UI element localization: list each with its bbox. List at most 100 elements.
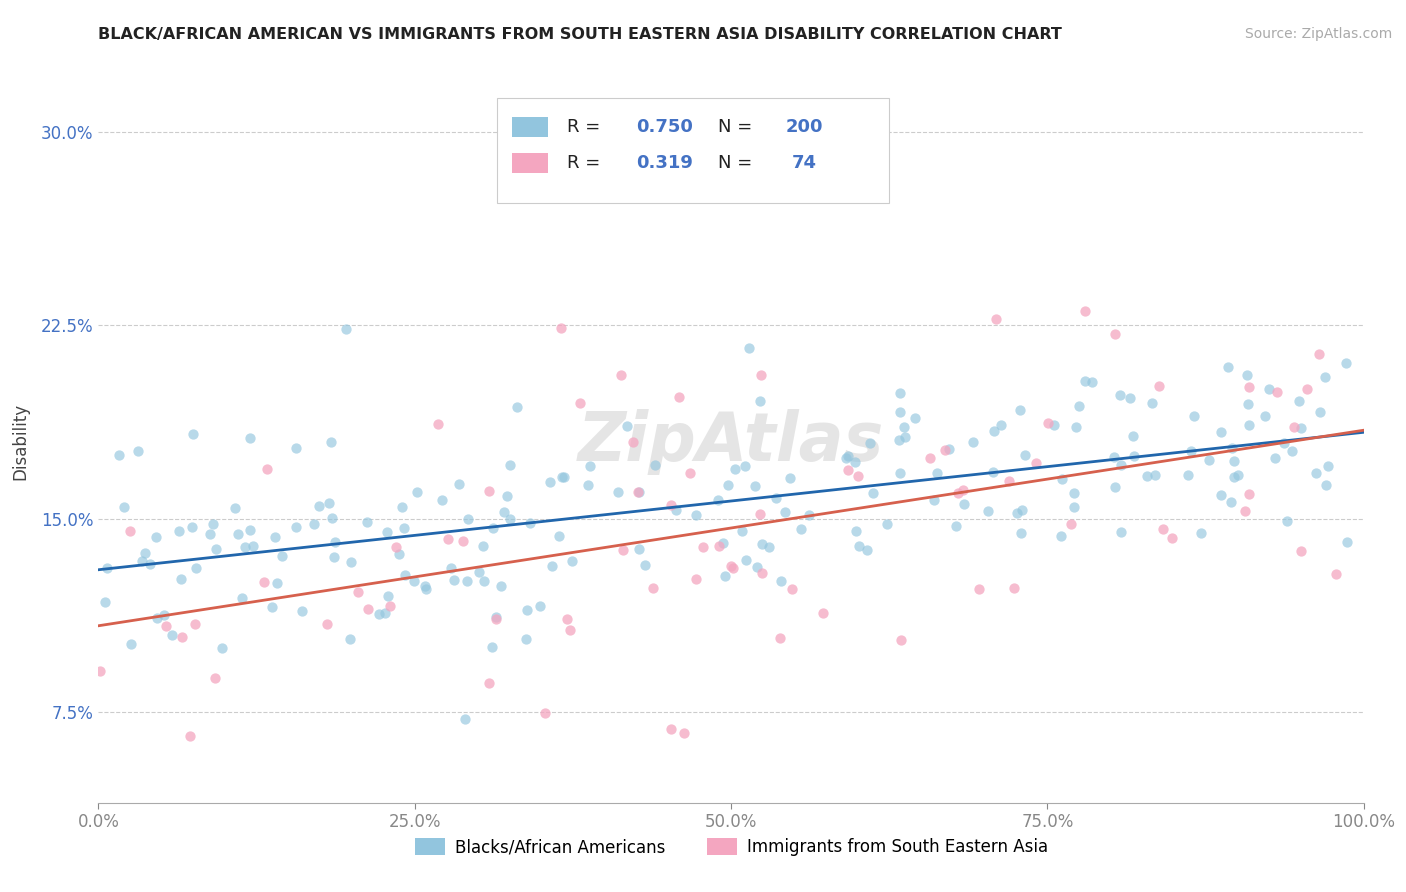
Point xyxy=(612,543,634,558)
Point xyxy=(1272,436,1295,450)
Point xyxy=(323,534,346,549)
Point xyxy=(1254,409,1277,423)
Point xyxy=(889,386,911,401)
Point xyxy=(1198,452,1220,467)
Point xyxy=(711,535,734,549)
Text: R =: R = xyxy=(567,119,606,136)
Point xyxy=(378,599,401,613)
Point xyxy=(920,451,942,466)
Point xyxy=(659,722,682,736)
Point xyxy=(1264,451,1286,466)
Point xyxy=(394,568,416,582)
Point xyxy=(377,589,399,603)
Point xyxy=(339,632,361,646)
Point xyxy=(1119,391,1142,405)
Point xyxy=(167,524,190,538)
Point xyxy=(692,540,714,554)
Point xyxy=(769,574,792,588)
Point xyxy=(457,511,479,525)
Point xyxy=(579,459,602,474)
Point xyxy=(233,540,256,554)
Point xyxy=(1011,502,1033,516)
Point xyxy=(447,477,470,491)
Point xyxy=(555,612,578,626)
Point xyxy=(541,559,564,574)
Point xyxy=(323,549,346,564)
Point xyxy=(1140,396,1163,410)
Point xyxy=(1284,420,1306,434)
Point xyxy=(890,633,912,648)
Point xyxy=(391,500,413,514)
Point xyxy=(553,469,575,483)
Point xyxy=(468,566,491,580)
Point xyxy=(644,458,666,472)
Point xyxy=(335,322,357,336)
Point xyxy=(478,676,501,690)
Point xyxy=(1147,379,1170,393)
Point xyxy=(231,591,253,605)
Point xyxy=(835,451,858,466)
Point xyxy=(717,478,740,492)
Point xyxy=(1216,360,1239,375)
Point xyxy=(1177,468,1199,483)
Point xyxy=(889,405,911,419)
Text: 74: 74 xyxy=(792,154,817,172)
Point xyxy=(1220,441,1243,455)
Point xyxy=(1008,403,1031,417)
Text: Source: ZipAtlas.com: Source: ZipAtlas.com xyxy=(1244,27,1392,41)
Point xyxy=(707,492,730,507)
Point xyxy=(211,640,233,655)
Point xyxy=(402,574,425,588)
Point xyxy=(436,532,458,546)
Point xyxy=(1265,384,1288,399)
Point xyxy=(946,486,969,500)
Point xyxy=(984,311,1007,326)
Legend: Blacks/African Americans, Immigrants from South Eastern Asia: Blacks/African Americans, Immigrants fro… xyxy=(408,831,1054,863)
Point xyxy=(889,466,911,480)
Point xyxy=(224,501,246,516)
Point xyxy=(1109,524,1132,539)
Point xyxy=(440,561,463,575)
FancyBboxPatch shape xyxy=(512,153,547,173)
Point xyxy=(1050,472,1073,486)
Point xyxy=(427,417,450,432)
Point xyxy=(1257,382,1279,396)
Point xyxy=(990,418,1012,433)
Point xyxy=(481,640,503,654)
Point xyxy=(155,618,177,632)
Point xyxy=(1281,443,1303,458)
Point xyxy=(606,485,628,500)
Point xyxy=(1111,458,1133,472)
Point xyxy=(184,561,207,575)
Point xyxy=(709,540,731,554)
Point xyxy=(1309,405,1331,419)
Point xyxy=(952,483,974,498)
Point xyxy=(1122,449,1144,463)
Point xyxy=(529,599,551,613)
Point xyxy=(291,604,314,618)
Point xyxy=(443,573,465,587)
Point xyxy=(1222,470,1244,484)
Point xyxy=(318,496,340,510)
Point xyxy=(749,507,772,521)
Point xyxy=(201,517,224,532)
Point xyxy=(1288,393,1310,408)
Point xyxy=(720,559,742,574)
Text: R =: R = xyxy=(567,154,606,172)
Point xyxy=(1002,582,1025,596)
Point xyxy=(1144,467,1167,482)
Point xyxy=(319,435,342,450)
Point xyxy=(627,484,650,499)
Y-axis label: Disability: Disability xyxy=(11,403,30,480)
Point xyxy=(357,601,380,615)
Point xyxy=(184,616,207,631)
Point xyxy=(679,466,702,480)
Point xyxy=(894,430,917,444)
FancyBboxPatch shape xyxy=(512,117,547,137)
Point xyxy=(893,419,915,434)
Point xyxy=(127,443,149,458)
Point xyxy=(790,522,813,536)
Point xyxy=(904,411,927,425)
Point xyxy=(1104,326,1126,341)
Point xyxy=(374,606,396,620)
